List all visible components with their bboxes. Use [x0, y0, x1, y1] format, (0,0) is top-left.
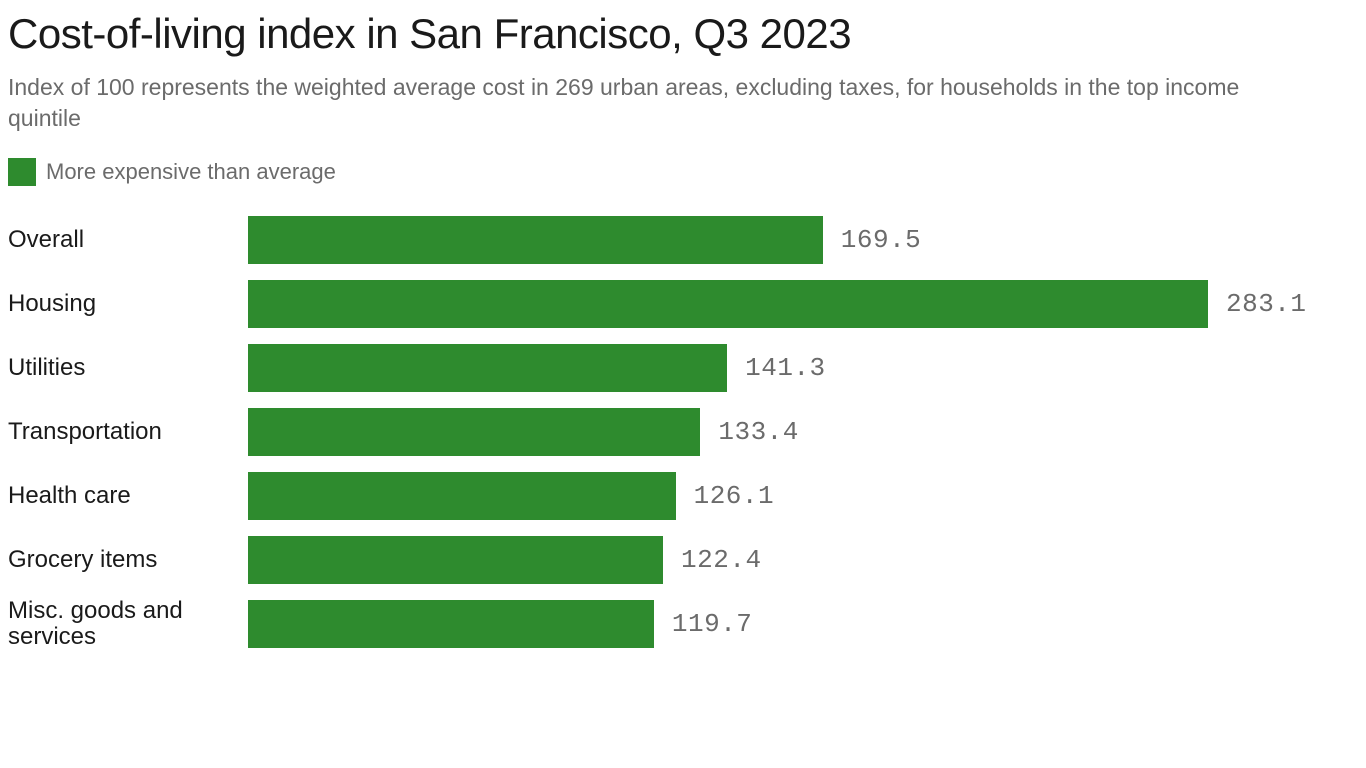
bar — [248, 472, 676, 520]
bar-label: Utilities — [8, 355, 248, 381]
bar-row: Overall 169.5 — [8, 208, 1358, 272]
bar — [248, 600, 654, 648]
bar-row: Transportation 133.4 — [8, 400, 1358, 464]
legend-label: More expensive than average — [46, 159, 336, 185]
bar-label: Overall — [8, 227, 248, 253]
bar-value: 122.4 — [681, 545, 762, 575]
bar-value: 169.5 — [841, 225, 922, 255]
bar-value: 119.7 — [672, 609, 753, 639]
bar-area: 283.1 — [248, 280, 1358, 328]
bar — [248, 280, 1208, 328]
bar-value: 283.1 — [1226, 289, 1307, 319]
bar-label: Health care — [8, 483, 248, 509]
bar-area: 169.5 — [248, 216, 1358, 264]
bar-value: 126.1 — [694, 481, 775, 511]
bar-area: 141.3 — [248, 344, 1358, 392]
bar-row: Housing 283.1 — [8, 272, 1358, 336]
bar-label: Misc. goods and services — [8, 598, 248, 651]
bar-row: Utilities 141.3 — [8, 336, 1358, 400]
bar-area: 133.4 — [248, 408, 1358, 456]
bar — [248, 216, 823, 264]
legend: More expensive than average — [8, 158, 1358, 186]
bar-row: Misc. goods and services 119.7 — [8, 592, 1358, 656]
bar — [248, 408, 700, 456]
bar — [248, 344, 727, 392]
bar-label: Grocery items — [8, 547, 248, 573]
chart-subtitle: Index of 100 represents the weighted ave… — [8, 72, 1268, 134]
bar-area: 119.7 — [248, 600, 1358, 648]
bar-row: Health care 126.1 — [8, 464, 1358, 528]
chart-container: Cost-of-living index in San Francisco, Q… — [0, 0, 1366, 656]
bar-label: Transportation — [8, 419, 248, 445]
legend-swatch — [8, 158, 36, 186]
bar-row: Grocery items 122.4 — [8, 528, 1358, 592]
bar-value: 133.4 — [718, 417, 799, 447]
bar-area: 126.1 — [248, 472, 1358, 520]
bar — [248, 536, 663, 584]
bar-chart: Overall 169.5 Housing 283.1 Utilities 141.3 Tr… — [8, 208, 1358, 656]
bar-label: Housing — [8, 291, 248, 317]
bar-value: 141.3 — [745, 353, 826, 383]
bar-area: 122.4 — [248, 536, 1358, 584]
chart-title: Cost-of-living index in San Francisco, Q… — [8, 10, 1358, 58]
